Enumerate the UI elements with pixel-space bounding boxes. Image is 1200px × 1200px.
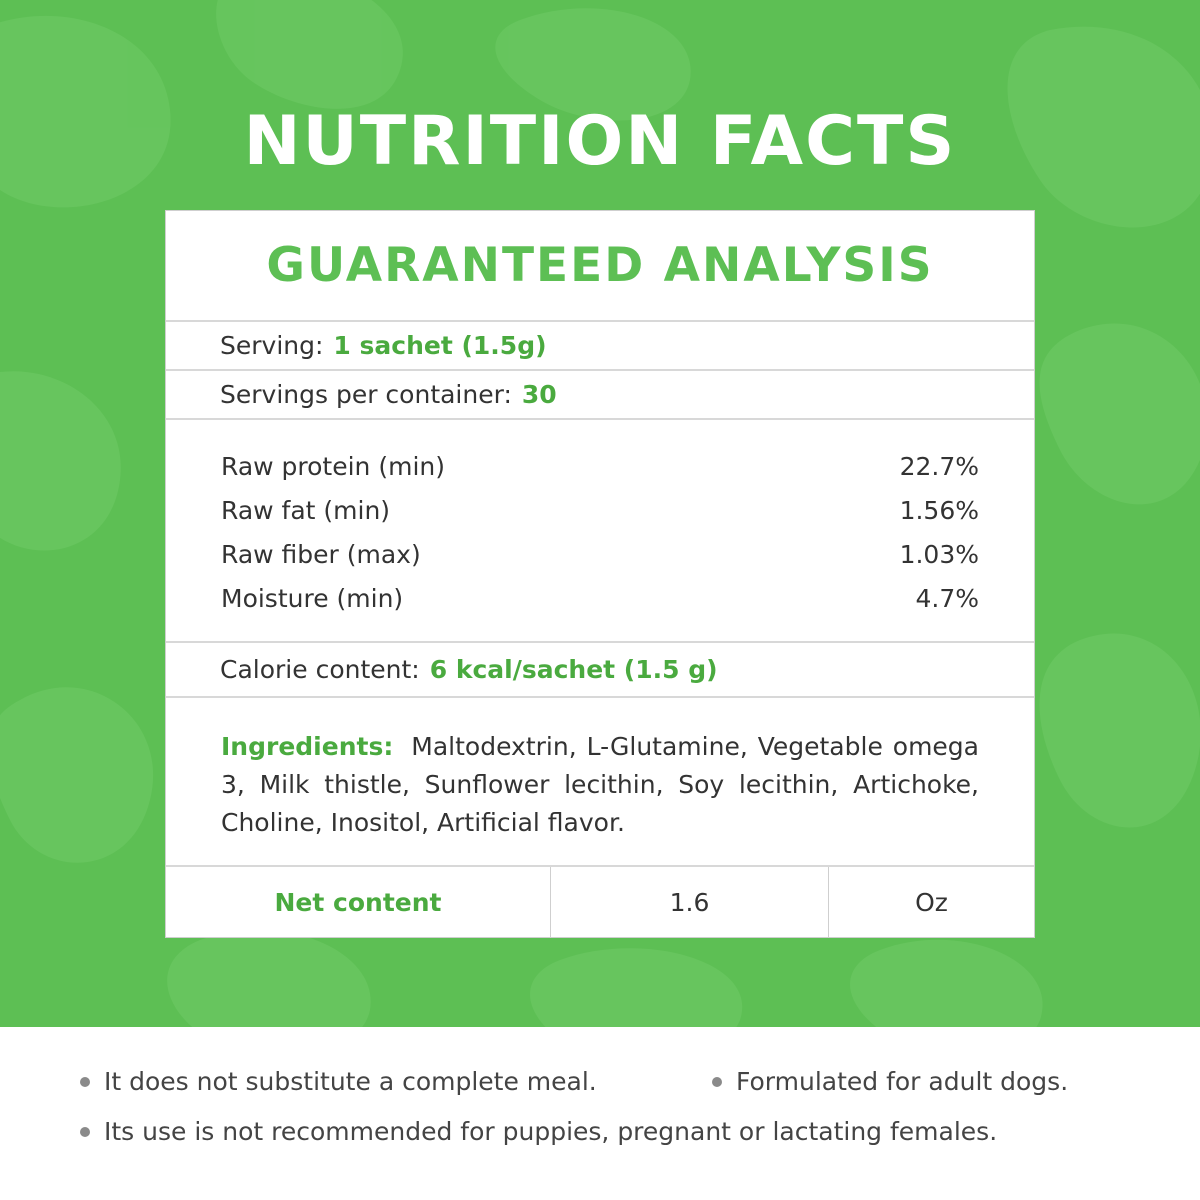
servings-value: 30 [521,380,557,409]
analysis-row: Raw fiber (max) 1.03% [221,538,979,582]
net-content-unit: Oz [915,887,948,917]
analysis-name: Moisture (min) [221,584,404,613]
analysis-value: 4.7% [915,584,979,613]
calorie-value: 6 kcal/sachet (1.5 g) [429,655,718,684]
ingredients-text: Maltodextrin, L-Glutamine, Vegetable ome… [221,732,979,837]
blob-pattern [0,0,1200,1027]
ingredients-label: Ingredients: [221,732,394,761]
note-item: It does not substitute a complete meal. [80,1067,597,1096]
nutrition-card: GUARANTEED ANALYSIS Serving: 1 sachet (1… [165,210,1035,938]
net-content-label: Net content [166,867,551,937]
analysis-row: Moisture (min) 4.7% [221,582,979,626]
analysis-value: 1.56% [899,496,979,525]
notes-section: It does not substitute a complete meal. … [0,1027,1200,1200]
calorie-row: Calorie content: 6 kcal/sachet (1.5 g) [166,643,1034,698]
net-content-row: Net content 1.6 Oz [166,867,1034,937]
analysis-value: 22.7% [899,452,979,481]
servings-per-container-row: Servings per container: 30 [166,371,1034,420]
bullet-icon [80,1126,90,1137]
note-item: Its use is not recommended for puppies, … [80,1117,997,1146]
analysis-name: Raw protein (min) [221,452,445,481]
net-content-value: 1.6 [551,867,829,937]
note-text: It does not substitute a complete meal. [104,1067,597,1096]
analysis-value: 1.03% [899,540,979,569]
servings-label: Servings per container: [220,380,512,409]
note-text: Formulated for adult dogs. [736,1067,1069,1096]
card-subtitle: GUARANTEED ANALYSIS [266,238,934,293]
serving-label: Serving: [220,331,324,360]
analysis-name: Raw fat (min) [221,496,391,525]
bullet-icon [712,1076,722,1087]
ingredients-section: Ingredients: Maltodextrin, L-Glutamine, … [166,698,1034,867]
analysis-row: Raw protein (min) 22.7% [221,450,979,494]
note-item: Formulated for adult dogs. [712,1067,1068,1096]
page-title: NUTRITION FACTS [243,102,957,181]
serving-value: 1 sachet (1.5g) [333,331,547,360]
card-header: GUARANTEED ANALYSIS [166,211,1034,322]
calorie-label: Calorie content: [220,655,420,684]
analysis-row: Raw fat (min) 1.56% [221,494,979,538]
serving-row: Serving: 1 sachet (1.5g) [166,322,1034,371]
analysis-section: Raw protein (min) 22.7% Raw fat (min) 1.… [166,420,1034,643]
analysis-name: Raw fiber (max) [221,540,421,569]
bullet-icon [80,1076,90,1087]
note-text: Its use is not recommended for puppies, … [104,1117,998,1146]
